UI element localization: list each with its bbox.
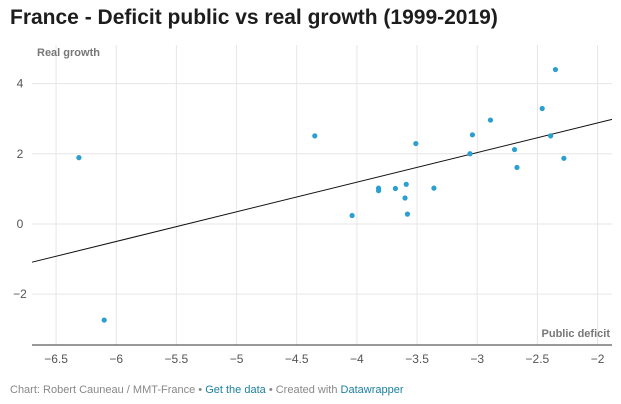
x-tick-label: −3 — [470, 352, 484, 366]
data-point — [514, 164, 520, 171]
x-tick-label: −2.5 — [526, 352, 550, 366]
x-tick-label: −5 — [230, 352, 244, 366]
x-axis-label: Public deficit — [542, 328, 611, 340]
data-point — [431, 185, 437, 191]
data-point — [548, 133, 554, 139]
x-tick-label: −6.5 — [44, 352, 68, 366]
sep: • — [195, 384, 206, 396]
data-point — [76, 155, 82, 161]
y-axis-label: Real growth — [37, 47, 100, 59]
scatter-chart: −6.5 −6 −5.5 −5 −4.5 −4 −3.5 −3 −2.5 −2 −2 0 2 4 Real … — [13, 45, 613, 366]
data-point — [511, 146, 518, 153]
data-point — [561, 155, 567, 161]
data-point — [403, 181, 409, 187]
data-point — [312, 133, 318, 139]
data-point — [349, 212, 355, 219]
x-tick-label: −4 — [350, 352, 364, 366]
data-point — [375, 188, 382, 194]
chart-title: France - Deficit public vs real growth (… — [10, 6, 498, 29]
data-point — [413, 140, 419, 147]
data-point — [552, 66, 559, 73]
data-point — [101, 317, 107, 323]
data-point — [539, 105, 545, 112]
data-point — [469, 132, 476, 138]
trendline — [31, 118, 613, 263]
y-tick-label: 0 — [17, 217, 24, 231]
data-point — [487, 117, 494, 123]
get-data-link[interactable]: Get the data — [205, 384, 266, 396]
x-tick-label: −3.5 — [405, 352, 429, 366]
y-tick-label: 4 — [17, 77, 24, 91]
data-point — [402, 195, 408, 201]
x-tick-label: −6 — [109, 352, 123, 366]
data-point — [404, 211, 411, 217]
y-tick-label: −2 — [13, 287, 27, 301]
datawrapper-link[interactable]: Datawrapper — [340, 384, 404, 396]
source: Chart: Robert Cauneau / MMT-France — [10, 384, 196, 396]
x-tick-label: −2 — [591, 352, 605, 366]
data-point — [467, 151, 473, 157]
sep: • Created with — [265, 384, 341, 396]
x-tick-label: −5.5 — [165, 352, 189, 366]
y-tick-label: 2 — [17, 147, 24, 161]
footer: Chart: Robert Cauneau / MMT-France • Get… — [10, 384, 404, 396]
data-point — [392, 185, 399, 192]
x-tick-label: −4.5 — [285, 352, 309, 366]
